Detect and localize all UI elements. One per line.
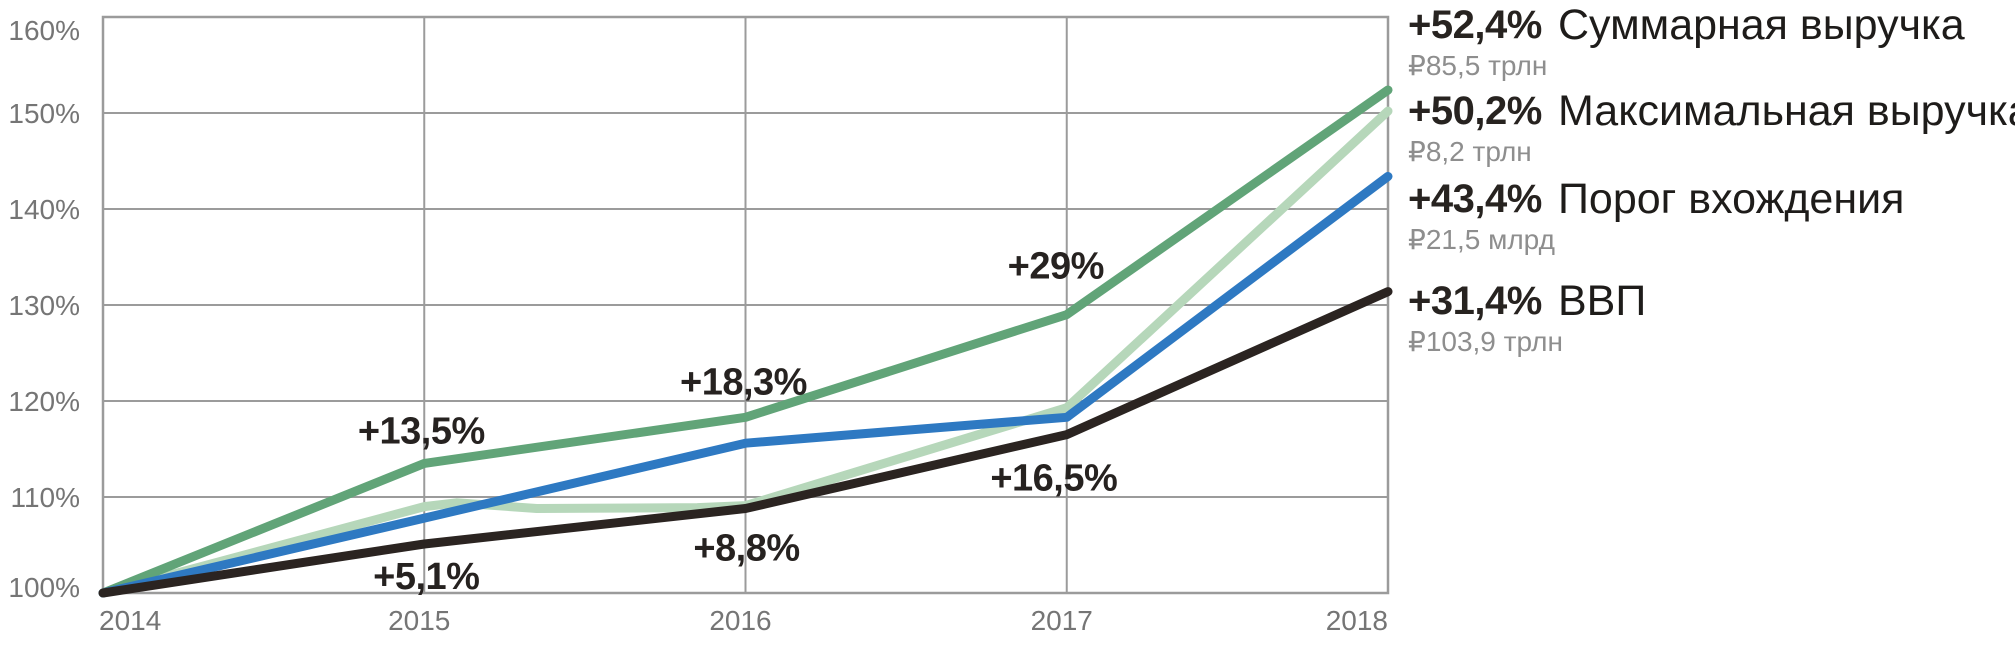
legend-metric: +43,4% ₽21,5 млрд	[1408, 176, 1558, 256]
legend-amount-value: ₽103,9 трлн	[1408, 326, 1563, 357]
legend-series-name: ВВП	[1558, 277, 1647, 325]
legend-amount-value: ₽21,5 млрд	[1408, 224, 1555, 255]
y-axis-tick: 150%	[8, 98, 80, 129]
legend-amount-value: ₽85,5 трлн	[1408, 50, 1548, 81]
y-axis-tick: 100%	[8, 572, 80, 603]
legend-amount-value: ₽8,2 трлн	[1408, 136, 1532, 167]
growth-annotation: +13,5%	[358, 410, 485, 452]
plot-border	[101, 15, 1390, 595]
x-axis-tick: 2018	[1326, 605, 1388, 636]
y-axis-tick: 160%	[8, 15, 80, 46]
legend-change-value: +31,4%	[1408, 279, 1542, 323]
y-axis-tick: 110%	[10, 482, 80, 513]
chart-legend: +52,4% ₽85,5 трлн Суммарная выручка +50,…	[1408, 0, 2015, 358]
x-axis-tick: 2016	[709, 605, 771, 636]
series-line-gdp	[98, 287, 1393, 598]
legend-change-value: +50,2%	[1408, 89, 1542, 133]
growth-annotation: +18,3%	[680, 361, 807, 403]
x-axis-tick: 2014	[99, 605, 161, 636]
y-axis-tick: 120%	[8, 386, 80, 417]
growth-annotation: +8,8%	[693, 528, 799, 570]
legend-change-value: +52,4%	[1408, 3, 1542, 47]
legend-entry: +31,4% ₽103,9 трлн ВВП	[1408, 278, 2015, 358]
legend-entry: +43,4% ₽21,5 млрд Порог вхождения	[1408, 176, 2015, 256]
legend-metric: +31,4% ₽103,9 трлн	[1408, 278, 1563, 358]
x-axis-tick: 2015	[388, 605, 450, 636]
series-line-entry-threshold	[98, 171, 1393, 598]
growth-annotation: +29%	[1008, 246, 1104, 288]
x-axis-tick: 2017	[1031, 605, 1093, 636]
y-axis-tick: 130%	[8, 290, 80, 321]
legend-series-name: Порог вхождения	[1558, 175, 1905, 223]
legend-entry: +50,2% ₽8,2 трлн Максимальная выручка	[1408, 88, 2015, 168]
legend-entry: +52,4% ₽85,5 трлн Суммарная выручка	[1408, 2, 2015, 82]
series-line-total-revenue	[98, 85, 1393, 598]
legend-series-name: Максимальная выручка	[1558, 87, 2015, 135]
growth-annotation: +16,5%	[990, 458, 1117, 500]
legend-change-value: +43,4%	[1408, 177, 1542, 221]
legend-series-name: Суммарная выручка	[1558, 1, 1965, 49]
y-axis-tick: 140%	[8, 194, 80, 225]
growth-annotation: +5,1%	[373, 556, 479, 598]
legend-metric: +52,4% ₽85,5 трлн	[1408, 2, 1558, 82]
legend-metric: +50,2% ₽8,2 трлн	[1408, 88, 1558, 168]
